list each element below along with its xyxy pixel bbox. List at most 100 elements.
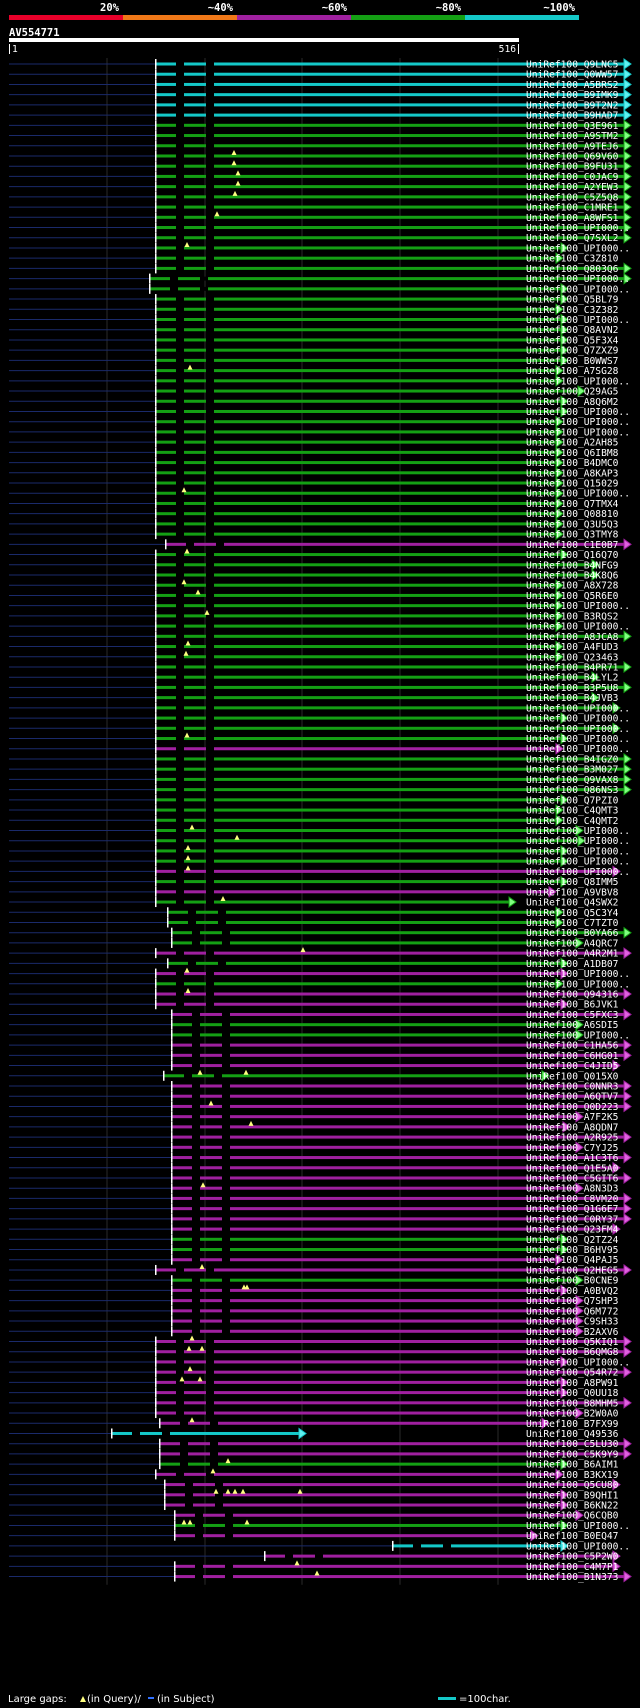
hit-label[interactable]: UniRef100_UPI000.. [526, 836, 630, 847]
hit-row[interactable]: UniRef100_UPI000.. [9, 272, 632, 286]
hit-label[interactable]: UniRef100_C1MRE1 [526, 203, 619, 214]
hit-row[interactable]: UniRef100_C4M7P1 [9, 1560, 621, 1573]
hit-label[interactable]: UniRef100_Q7ZXZ9 [526, 346, 619, 357]
hit-row[interactable]: UniRef100_A5BRS2 [9, 78, 632, 91]
hit-label[interactable]: UniRef100_Q3E961 [526, 121, 619, 132]
hit-label[interactable]: UniRef100_A8WFS1 [526, 213, 619, 224]
hit-label[interactable]: UniRef100_Q2TZ24 [526, 1235, 619, 1246]
hit-row[interactable]: UniRef100_UPI000.. [9, 241, 630, 255]
hit-row[interactable]: UniRef100_Q6M772 [9, 1304, 618, 1318]
hit-row[interactable]: UniRef100_B0CNE9 [9, 1274, 619, 1287]
hit-row[interactable]: UniRef100_UPI000.. [9, 732, 630, 746]
hit-row[interactable]: UniRef100_UPI000.. [9, 221, 632, 235]
hit-label[interactable]: UniRef100_Q23463 [526, 652, 619, 663]
hit-row[interactable]: UniRef100_B4DMC0 [9, 456, 619, 470]
hit-row[interactable]: UniRef100_B9IMK9 [9, 88, 632, 102]
hit-row[interactable]: UniRef100_A1DB07 [9, 957, 619, 970]
hit-label[interactable]: UniRef100_A9STM2 [526, 131, 618, 142]
hit-label[interactable]: UniRef100_C5LU30 [526, 1439, 619, 1450]
hit-row[interactable]: UniRef100_Q5F3X4 [9, 333, 619, 347]
hit-row[interactable]: UniRef100_UPI000.. [9, 425, 630, 439]
hit-row[interactable]: UniRef100_A0BVQ2 [9, 1284, 618, 1297]
hit-label[interactable]: UniRef100_C7YJ25 [526, 1143, 618, 1154]
hit-label[interactable]: UniRef100_C8VM20 [526, 1194, 619, 1205]
hit-label[interactable]: UniRef100_B6QMG8 [526, 1347, 619, 1358]
hit-label[interactable]: UniRef100_B3M027 [526, 765, 619, 776]
hit-label[interactable]: UniRef100_A6QTV7 [526, 1092, 619, 1103]
hit-label[interactable]: UniRef100_Q5CU80 [526, 1480, 619, 1491]
hit-label[interactable]: UniRef100_Q0WW57 [526, 70, 619, 81]
hit-label[interactable]: UniRef100_A1DB07 [526, 959, 619, 970]
hit-row[interactable]: UniRef100_Q2HEG5 [9, 1263, 632, 1277]
hit-row[interactable]: UniRef100_A6SDI5 [9, 1018, 618, 1032]
hit-label[interactable]: UniRef100_Q015X0 [526, 1071, 619, 1082]
hit-label[interactable]: UniRef100_A8JCA8 [526, 632, 619, 643]
hit-label[interactable]: UniRef100_C3Z810 [526, 254, 619, 265]
hit-label[interactable]: UniRef100_UPI000.. [526, 744, 630, 755]
hit-row[interactable]: UniRef100_Q54R72 [9, 1366, 632, 1379]
hit-row[interactable]: UniRef100_UPI000.. [9, 701, 630, 715]
hit-row[interactable]: UniRef100_Q29AG5 [9, 385, 618, 398]
hit-label[interactable]: UniRef100_UPI000.. [526, 1521, 630, 1532]
hit-row[interactable]: UniRef100_UPI000.. [9, 844, 630, 858]
hit-label[interactable]: UniRef100_A8X728 [526, 581, 619, 592]
hit-label[interactable]: UniRef100_B4JVB3 [526, 693, 619, 704]
hit-row[interactable]: UniRef100_A7F2K5 [9, 1110, 618, 1124]
hit-row[interactable]: UniRef100_UPI000.. [9, 824, 630, 838]
hit-row[interactable]: UniRef100_Q8AVN2 [9, 323, 618, 337]
hit-label[interactable]: UniRef100_Q803Q6 [526, 264, 619, 275]
hit-row[interactable]: UniRef100_UPI000.. [9, 374, 630, 388]
hit-row[interactable]: UniRef100_C5K9Y9 [9, 1447, 632, 1461]
hit-label[interactable]: UniRef100_B4K8Q6 [526, 571, 619, 582]
hit-label[interactable]: UniRef100_UPI000.. [526, 489, 630, 500]
hit-label[interactable]: UniRef100_UPI000.. [526, 601, 630, 612]
hit-row[interactable]: UniRef100_C5FXC3 [9, 1008, 632, 1021]
hit-label[interactable]: UniRef100_Q7SXL2 [526, 233, 618, 244]
hit-label[interactable]: UniRef100_A5BRS2 [526, 80, 618, 91]
hit-label[interactable]: UniRef100_A7SG28 [526, 366, 619, 377]
hit-row[interactable]: UniRef100_Q0D223 [9, 1100, 632, 1113]
hit-label[interactable]: UniRef100_A6SDI5 [526, 1020, 618, 1031]
hit-row[interactable]: UniRef100_B0WWS7 [9, 354, 619, 367]
hit-label[interactable]: UniRef100_Q86NS3 [526, 785, 619, 796]
hit-label[interactable]: UniRef100_A7F2K5 [526, 1112, 618, 1123]
hit-row[interactable]: UniRef100_C1MRE1 [9, 201, 632, 214]
hit-label[interactable]: UniRef100_C0RY37 [526, 1214, 619, 1225]
hit-row[interactable]: UniRef100_A8QDN7 [9, 1120, 619, 1134]
hit-row[interactable]: UniRef100_C6HG01 [9, 1049, 632, 1062]
hit-label[interactable]: UniRef100_Q5KIQ1 [526, 1337, 619, 1348]
hit-row[interactable]: UniRef100_B9T2N2 [9, 98, 632, 112]
hit-row[interactable]: UniRef100_B8MHM5 [9, 1396, 632, 1410]
hit-label[interactable]: UniRef100_UPI000.. [526, 417, 630, 428]
hit-label[interactable]: UniRef100_Q4SWX2 [526, 898, 618, 909]
hit-label[interactable]: UniRef100_B4IGZ0 [526, 754, 619, 765]
hit-row[interactable]: UniRef100_C0JAC9 [9, 170, 632, 183]
hit-row[interactable]: UniRef100_Q9VAX8 [9, 773, 632, 786]
hit-row[interactable]: UniRef100_Q1E5A0 [9, 1161, 621, 1175]
hit-label[interactable]: UniRef100_UPI000.. [526, 284, 630, 295]
hit-row[interactable]: UniRef100_A8WFS1 [9, 211, 632, 224]
hit-row[interactable]: UniRef100_Q4PAJ5 [9, 1253, 618, 1267]
hit-label[interactable]: UniRef100_UPI000.. [526, 734, 630, 745]
hit-label[interactable]: UniRef100_UPI000.. [526, 969, 630, 980]
hit-label[interactable]: UniRef100_A4R2M1 [526, 949, 619, 960]
hit-row[interactable]: UniRef100_C0RY37 [9, 1212, 632, 1226]
hit-row[interactable]: UniRef100_C4JID5 [9, 1059, 621, 1073]
hit-row[interactable]: UniRef100_A6QTV7 [9, 1090, 632, 1103]
hit-label[interactable]: UniRef100_C5FXC3 [526, 1010, 619, 1021]
hit-row[interactable]: UniRef100_UPI000.. [9, 487, 630, 500]
hit-label[interactable]: UniRef100_B3KX19 [526, 1470, 619, 1481]
hit-row[interactable]: UniRef100_Q6IBM8 [9, 446, 619, 459]
hit-label[interactable]: UniRef100_Q6IBM8 [526, 448, 619, 459]
hit-row[interactable]: UniRef100_B6QMG8 [9, 1345, 632, 1359]
hit-label[interactable]: UniRef100_Q9LNC5 [526, 60, 618, 71]
hit-label[interactable]: UniRef100_C0NNR3 [526, 1082, 619, 1093]
hit-row[interactable]: UniRef100_B9FU31 [9, 160, 632, 173]
hit-label[interactable]: UniRef100_UPI000.. [526, 376, 630, 387]
hit-row[interactable]: UniRef100_C8VM20 [9, 1192, 632, 1205]
hit-row[interactable]: UniRef100_UPI000.. [9, 977, 630, 991]
hit-row[interactable]: UniRef100_UPI000.. [9, 282, 630, 296]
hit-row[interactable]: UniRef100_A4FUD3 [9, 640, 619, 654]
hit-row[interactable]: UniRef100_A8N3D3 [9, 1182, 619, 1195]
hit-row[interactable]: UniRef100_C5P2W0 [9, 1550, 621, 1563]
